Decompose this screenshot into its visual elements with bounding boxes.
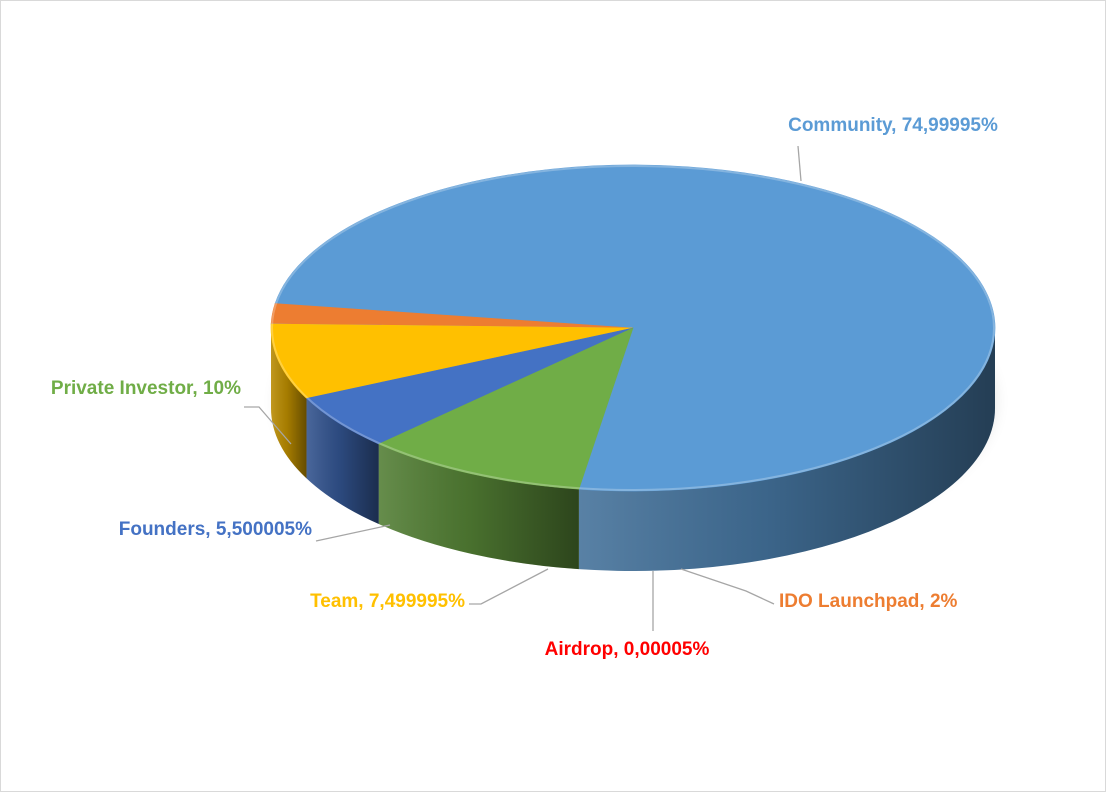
data-label-airdrop: Airdrop, 0,00005% bbox=[545, 639, 710, 660]
pie-side-founders bbox=[306, 398, 379, 525]
data-labels: Community, 74,99995% IDO Launchpad, 2% Air… bbox=[51, 115, 998, 660]
pie-slice-private-investor bbox=[378, 327, 634, 490]
leader-lines bbox=[244, 145, 802, 631]
pie-tops bbox=[270, 164, 996, 492]
leader-line-ido-launchpad bbox=[680, 568, 775, 605]
leader-line-private-investor bbox=[244, 406, 292, 445]
pie-side-private-investor bbox=[378, 444, 579, 570]
data-label-ido-launchpad: IDO Launchpad, 2% bbox=[779, 591, 958, 612]
data-label-founders: Founders, 5,500005% bbox=[119, 519, 312, 540]
pie-rim-highlight bbox=[271, 165, 995, 491]
data-label-team: Team, 7,499995% bbox=[310, 591, 465, 612]
data-label-private-investor: Private Investor, 10% bbox=[51, 378, 241, 399]
pie-slice-team bbox=[270, 323, 634, 399]
leader-line-founders bbox=[315, 524, 391, 542]
leader-line-team bbox=[469, 568, 549, 605]
pie-sides bbox=[271, 328, 995, 571]
pie-slice-community bbox=[274, 164, 996, 492]
leader-line-community bbox=[797, 145, 802, 182]
pie-side-community bbox=[578, 328, 995, 571]
pie-side-team bbox=[271, 328, 307, 479]
data-label-community: Community, 74,99995% bbox=[788, 115, 998, 136]
